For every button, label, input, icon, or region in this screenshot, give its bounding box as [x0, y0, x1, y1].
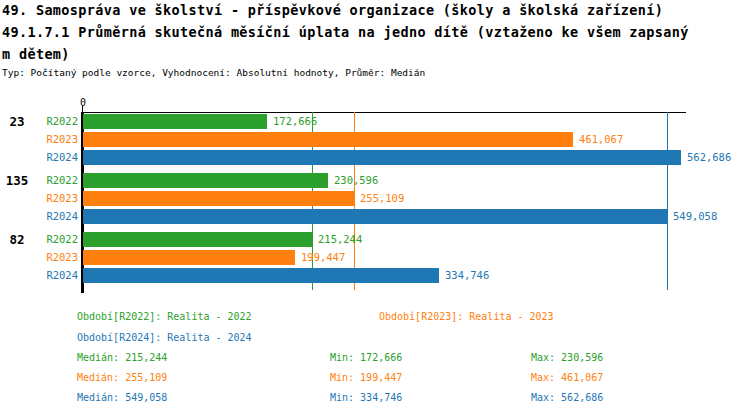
- bar-value-label: 230,596: [334, 173, 378, 188]
- bar-row-135-r2024: R2024 549,058: [0, 209, 750, 224]
- report-title-line3: m dětem): [2, 46, 70, 62]
- bar-row-82-r2022: 82R2022 215,244: [0, 232, 750, 247]
- stat-min-r2024: Min: 334,746: [330, 392, 402, 404]
- bar-r2022-group-135: [83, 173, 328, 188]
- bar-row-23-r2022: 23R2022 172,666: [0, 114, 750, 129]
- series-label: R2023: [34, 191, 78, 206]
- bar-value-label: 334,746: [445, 268, 489, 283]
- x-axis-zero-label: 0: [76, 97, 90, 108]
- series-label: R2024: [34, 150, 78, 165]
- bar-value-label: 461,067: [579, 132, 623, 147]
- stat-min-r2022: Min: 172,666: [330, 352, 402, 364]
- bar-row-135-r2022: 135R2022 230,596: [0, 173, 750, 188]
- bar-r2022-group-23: [83, 114, 267, 129]
- bar-row-23-r2024: R2024 562,686: [0, 150, 750, 165]
- bar-value-label: 172,666: [273, 114, 317, 129]
- legend-item-r2023: Období[R2023]: Realita - 2023: [379, 311, 554, 323]
- bar-row-82-r2024: R2024 334,746: [0, 268, 750, 283]
- series-label: R2024: [34, 209, 78, 224]
- stat-max-r2024: Max: 562,686: [531, 392, 603, 404]
- stat-min-r2023: Min: 199,447: [330, 372, 402, 384]
- bar-value-label: 562,686: [687, 150, 731, 165]
- bar-r2023-group-135: [83, 191, 354, 206]
- bar-value-label: 255,109: [360, 191, 404, 206]
- bar-row-23-r2023: R2023 461,067: [0, 132, 750, 147]
- group-label: 23: [0, 114, 34, 129]
- bar-value-label: 215,244: [318, 232, 362, 247]
- series-label: R2022: [34, 173, 78, 188]
- series-label: R2023: [34, 132, 78, 147]
- series-label: R2022: [34, 232, 78, 247]
- stat-max-r2023: Max: 461,067: [531, 372, 603, 384]
- series-label: R2024: [34, 268, 78, 283]
- group-label: 82: [0, 232, 34, 247]
- bar-r2024-group-23: [83, 150, 681, 165]
- stat-median-r2023: Medián: 255,109: [77, 372, 167, 384]
- bar-r2024-group-82: [83, 268, 439, 283]
- bar-value-label: 549,058: [673, 209, 717, 224]
- bar-row-82-r2023: R2023 199,447: [0, 250, 750, 265]
- series-label: R2022: [34, 114, 78, 129]
- bar-value-label: 199,447: [301, 250, 345, 265]
- legend-item-r2022: Období[R2022]: Realita - 2022: [77, 311, 252, 323]
- series-label: R2023: [34, 250, 78, 265]
- stat-median-r2024: Medián: 549,058: [77, 392, 167, 404]
- legend-item-r2024: Období[R2024]: Realita - 2024: [77, 332, 252, 344]
- x-axis-line: [82, 112, 686, 113]
- bar-r2022-group-82: [83, 232, 312, 247]
- grouped-bar-chart: 0 23R2022172,666R2023461,067R2024562,686…: [0, 96, 750, 296]
- bar-r2024-group-135: [83, 209, 667, 224]
- report-title-line2: 49.1.7.1 Průměrná skutečná měsíční úplat…: [2, 24, 689, 40]
- bar-r2023-group-23: [83, 132, 573, 147]
- bar-row-135-r2023: R2023 255,109: [0, 191, 750, 206]
- group-label: 135: [0, 173, 34, 188]
- stat-median-r2022: Medián: 215,244: [77, 352, 167, 364]
- report-title-line1: 49. Samospráva ve školství - příspěvkové…: [2, 2, 663, 18]
- stat-max-r2022: Max: 230,596: [531, 352, 603, 364]
- report-meta-line: Typ: Počítaný podle vzorce, Vyhodnocení:…: [2, 67, 425, 78]
- bar-r2023-group-82: [83, 250, 295, 265]
